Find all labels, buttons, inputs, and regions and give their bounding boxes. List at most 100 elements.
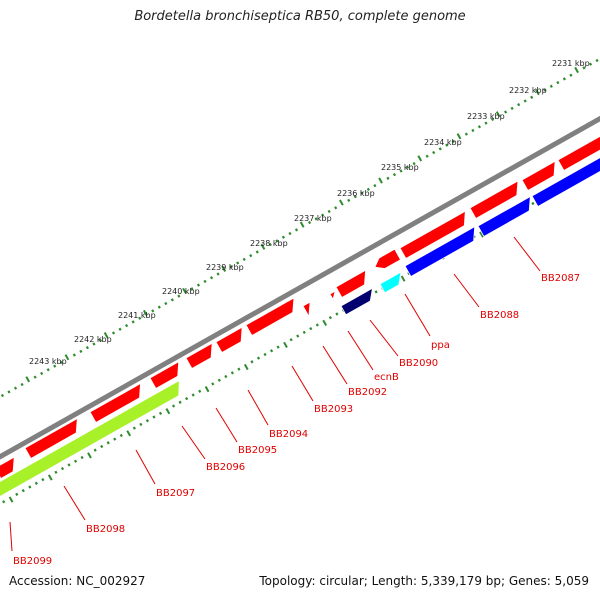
scale-label: 2238 kbp bbox=[250, 239, 288, 248]
scale-tick bbox=[157, 305, 161, 309]
scale-tick bbox=[178, 400, 182, 404]
forward-gene-arrow bbox=[89, 382, 141, 424]
gene-label-leader bbox=[291, 365, 314, 402]
gene-label-leader bbox=[63, 485, 86, 521]
gene-label-leader bbox=[369, 319, 399, 357]
gene-label-leader bbox=[322, 345, 348, 385]
scale-tick bbox=[347, 198, 351, 203]
forward-gene-arrow bbox=[335, 269, 367, 299]
scale-tick bbox=[425, 154, 429, 158]
gene-label: BB2092 bbox=[348, 387, 387, 398]
scale-tick bbox=[8, 496, 14, 503]
reverse-gene-arrow bbox=[404, 225, 476, 278]
scale-tick bbox=[250, 360, 254, 364]
scale-tick bbox=[145, 419, 150, 423]
scale-tick bbox=[198, 389, 202, 393]
scale-tick bbox=[294, 228, 299, 232]
scale-tick bbox=[432, 150, 436, 155]
gene-features bbox=[0, 135, 600, 497]
scale-tick bbox=[85, 346, 89, 350]
accession-text: Accession: NC_002927 bbox=[9, 574, 146, 588]
scale-tick bbox=[399, 169, 403, 173]
scale-label: 2242 kbp bbox=[74, 335, 112, 344]
scale-tick bbox=[73, 459, 78, 463]
scale-tick bbox=[378, 177, 383, 184]
scale-tick bbox=[530, 95, 534, 99]
scale-tick bbox=[531, 201, 535, 206]
scale-tick bbox=[59, 360, 63, 365]
scale-tick bbox=[490, 117, 495, 122]
scale-tick bbox=[170, 298, 174, 302]
scale-tick bbox=[72, 353, 76, 357]
scale-tick bbox=[211, 382, 215, 386]
scale-tick bbox=[477, 125, 482, 129]
scale-tick bbox=[46, 368, 50, 372]
scale-tick bbox=[517, 103, 521, 107]
scale-tick bbox=[2, 500, 6, 504]
scale-tick bbox=[182, 287, 187, 295]
scale-tick bbox=[321, 213, 325, 217]
scale-tick bbox=[510, 106, 514, 110]
scale-label: 2241 kbp bbox=[118, 311, 156, 320]
genome-summary-text: Topology: circular; Length: 5,339,179 bp… bbox=[259, 574, 589, 588]
scale-tick bbox=[230, 371, 234, 375]
forward-gene-arrow bbox=[245, 297, 295, 337]
scale-tick bbox=[386, 176, 390, 180]
gene-label: ecnB bbox=[374, 372, 399, 383]
gene-label: BB2099 bbox=[13, 556, 52, 567]
scale-tick bbox=[302, 330, 306, 334]
scale-tick bbox=[315, 323, 319, 327]
scale-tick bbox=[20, 382, 24, 387]
scale-tick bbox=[360, 191, 364, 195]
scale-tick bbox=[523, 99, 527, 103]
scale-tick bbox=[569, 73, 573, 77]
gene-label-leader bbox=[453, 273, 480, 308]
scale-tick bbox=[243, 363, 249, 371]
scale-tick bbox=[41, 478, 45, 482]
gene-label-leader bbox=[135, 449, 156, 485]
scale-tick bbox=[307, 220, 312, 225]
scale-tick bbox=[582, 66, 586, 70]
reverse-gene-arrow bbox=[531, 157, 600, 208]
scale-tick bbox=[21, 489, 25, 493]
scale-tick bbox=[67, 463, 71, 467]
gene-label: BB2087 bbox=[541, 273, 580, 284]
forward-gene-arrow bbox=[399, 210, 466, 260]
scale-tick bbox=[471, 128, 475, 133]
scale-tick bbox=[417, 155, 423, 162]
gene-label: BB2096 bbox=[206, 462, 245, 473]
scale-tick bbox=[322, 319, 328, 326]
scale-tick bbox=[132, 426, 136, 430]
scale-tick bbox=[464, 132, 468, 136]
scale-tick bbox=[80, 455, 84, 460]
scale-tick bbox=[451, 139, 455, 144]
gene-label-leader bbox=[9, 521, 13, 552]
scale-tick bbox=[171, 404, 176, 408]
scale-tick bbox=[283, 341, 288, 349]
forward-gene-arrow bbox=[149, 361, 180, 390]
scale-tick bbox=[151, 309, 155, 313]
scale-tick bbox=[242, 257, 246, 261]
scale-tick bbox=[64, 354, 70, 361]
forward-gene-arrow bbox=[521, 160, 556, 192]
ppa-gene-arrow bbox=[379, 271, 402, 294]
scale-tick bbox=[54, 470, 58, 474]
scale-tick bbox=[296, 334, 300, 338]
reverse-gene-arrow bbox=[477, 195, 531, 238]
forward-gene-arrow bbox=[185, 342, 213, 370]
map-title: Bordetella bronchiseptica RB50, complete… bbox=[134, 9, 466, 24]
scale-labels: 2231 kbp 2232 kbp 2233 kbp 2234 kbp 2235 kbp… bbox=[29, 59, 590, 366]
gene-label-leader bbox=[181, 425, 206, 460]
scale-label: 2237 kbp bbox=[294, 214, 332, 223]
scale-tick bbox=[126, 430, 132, 437]
forward-gene-arrow bbox=[328, 290, 336, 303]
scale-tick bbox=[118, 327, 122, 331]
scale-tick bbox=[143, 309, 148, 317]
scale-label: 2232 kbp bbox=[509, 86, 547, 95]
scale-label: 2234 kbp bbox=[424, 138, 462, 147]
gene-label: ppa bbox=[431, 340, 450, 351]
scale-tick bbox=[185, 397, 189, 401]
scale-tick bbox=[366, 187, 370, 191]
